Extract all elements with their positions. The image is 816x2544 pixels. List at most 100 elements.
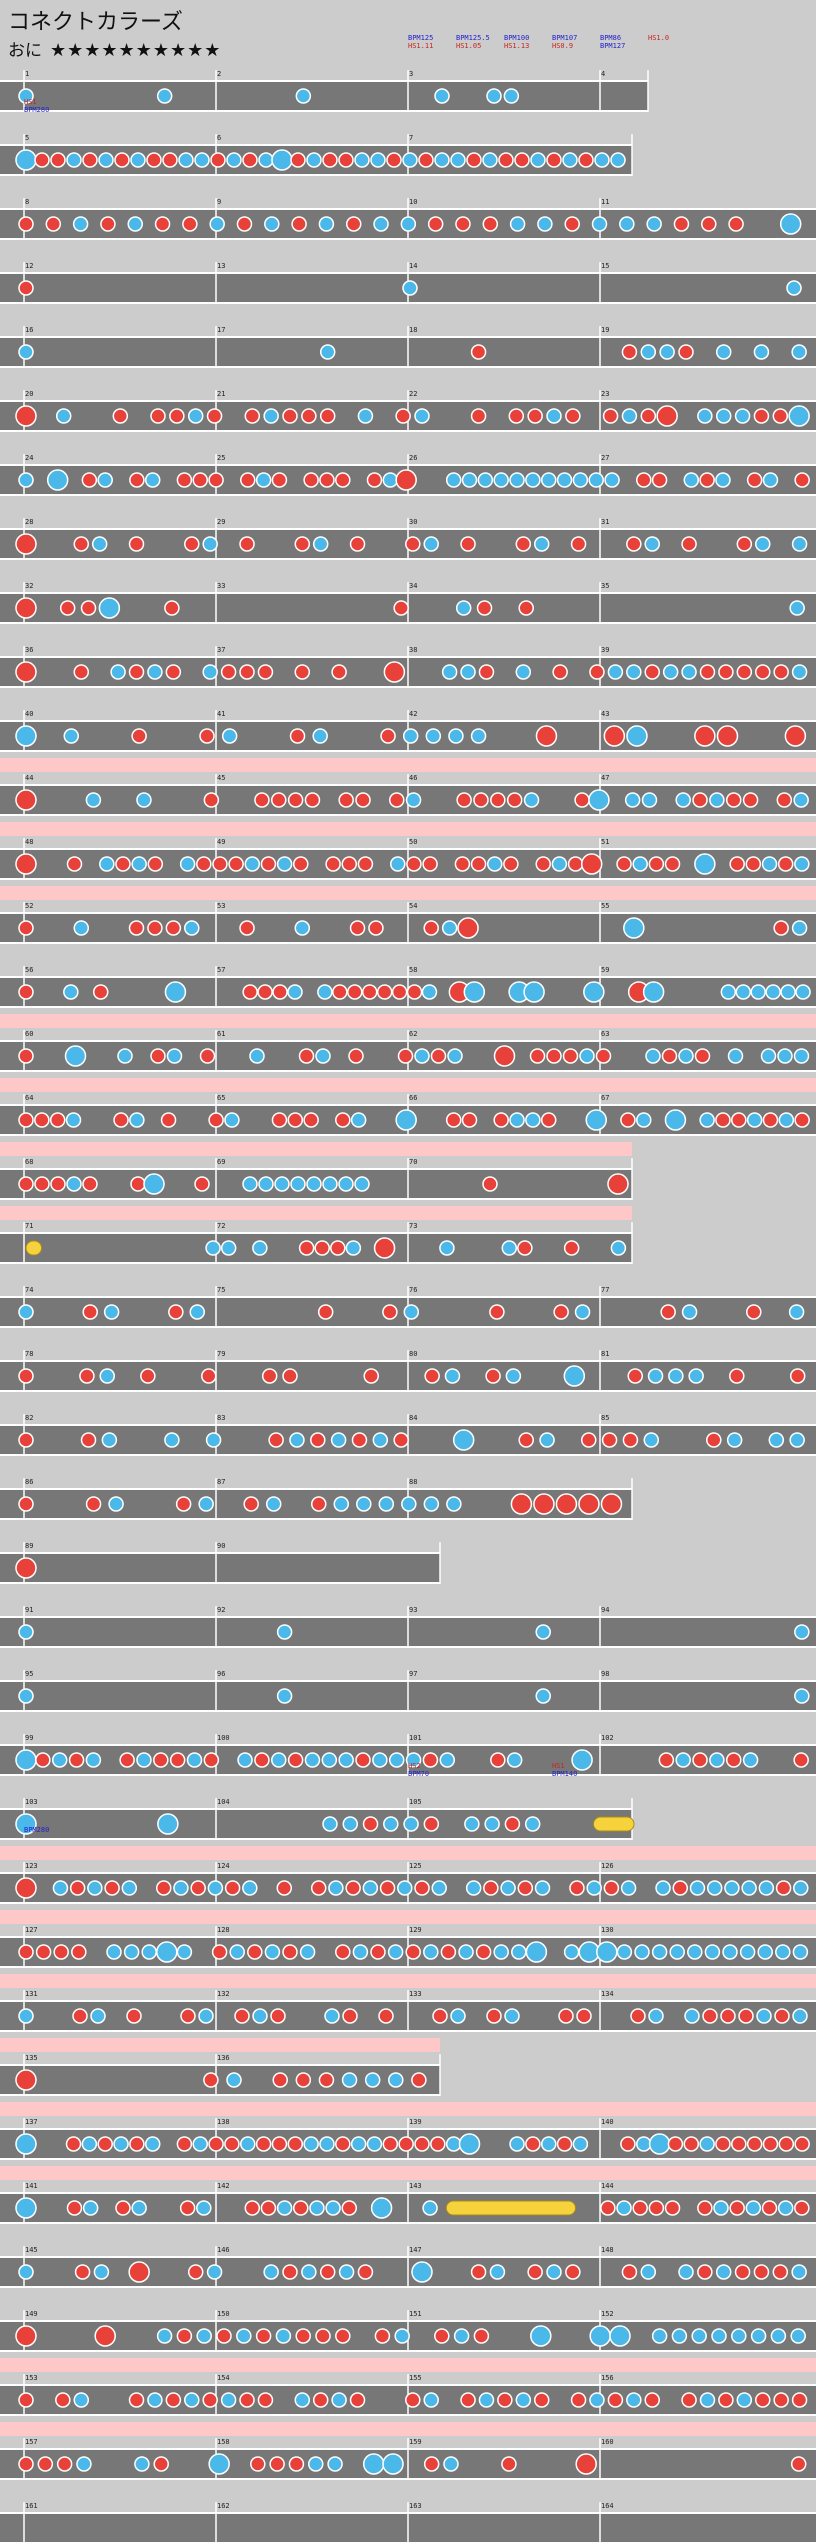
ka-note bbox=[756, 2008, 772, 2024]
bar-number: 56 bbox=[25, 966, 33, 974]
don-note bbox=[301, 408, 317, 424]
ka-note bbox=[123, 1944, 140, 1960]
don-note bbox=[697, 2200, 713, 2216]
ka-note bbox=[793, 792, 809, 808]
ka-note bbox=[501, 1240, 518, 1256]
ka-note bbox=[681, 1304, 698, 1320]
don-note bbox=[580, 853, 603, 875]
don-note bbox=[203, 1752, 220, 1768]
don-note bbox=[81, 472, 98, 488]
ka-note bbox=[366, 2136, 383, 2152]
ka-note bbox=[402, 728, 419, 744]
don-note bbox=[746, 2136, 763, 2152]
don-note bbox=[729, 856, 745, 872]
don-note bbox=[53, 1944, 69, 1960]
don-note bbox=[129, 2136, 145, 2152]
ka-note bbox=[699, 2392, 716, 2408]
bar-number: 78 bbox=[25, 1350, 33, 1358]
ka-note bbox=[642, 981, 665, 1003]
chart-row: 127 128 129 130 bbox=[0, 1910, 816, 1968]
ka-note bbox=[244, 856, 261, 872]
don-note bbox=[430, 1048, 447, 1064]
tempo-marker: BPM280 bbox=[24, 1826, 49, 1834]
ka-note bbox=[793, 1880, 809, 1896]
don-note bbox=[518, 1432, 534, 1448]
don-note bbox=[398, 2136, 414, 2152]
ka-note bbox=[221, 728, 238, 744]
ka-note bbox=[643, 1432, 660, 1448]
don-note bbox=[260, 856, 277, 872]
ka-note bbox=[258, 152, 274, 168]
ka-note bbox=[445, 2136, 462, 2152]
tempo-marker: BPM100 bbox=[504, 34, 529, 42]
ka-note bbox=[616, 1944, 633, 1960]
ka-note bbox=[648, 2133, 671, 2155]
ka-note bbox=[753, 344, 770, 360]
don-note bbox=[80, 1432, 97, 1448]
ka-note bbox=[99, 1368, 115, 1384]
don-note bbox=[746, 472, 763, 488]
don-note bbox=[34, 152, 50, 168]
ka-note bbox=[164, 981, 187, 1003]
ka-note bbox=[689, 1880, 706, 1896]
ka-note bbox=[715, 344, 732, 360]
bar-number: 89 bbox=[25, 1542, 33, 1550]
ka-note bbox=[15, 725, 37, 747]
don-note bbox=[374, 2328, 391, 2344]
ka-note bbox=[224, 1112, 240, 1128]
don-note bbox=[65, 2136, 82, 2152]
ka-note bbox=[338, 1176, 354, 1192]
ka-note bbox=[675, 1752, 691, 1768]
ka-note bbox=[786, 280, 802, 296]
don-note bbox=[640, 408, 657, 424]
ka-note bbox=[106, 1944, 122, 1960]
bar-number: 92 bbox=[217, 1606, 225, 1614]
don-note bbox=[570, 536, 587, 552]
drumroll-note bbox=[25, 1240, 43, 1256]
don-note bbox=[298, 1240, 315, 1256]
don-note bbox=[282, 2264, 298, 2280]
ka-note bbox=[198, 1496, 214, 1512]
bar-number: 35 bbox=[601, 582, 609, 590]
don-note bbox=[578, 152, 594, 168]
don-note bbox=[570, 2392, 587, 2408]
ka-note bbox=[18, 1624, 34, 1640]
don-note bbox=[287, 1752, 304, 1768]
ka-note bbox=[362, 2453, 385, 2475]
bar-number: 40 bbox=[25, 710, 33, 718]
ka-note bbox=[659, 344, 675, 360]
ka-note bbox=[405, 792, 422, 808]
don-note bbox=[97, 2136, 113, 2152]
ka-note bbox=[588, 789, 610, 811]
ka-note bbox=[795, 984, 811, 1000]
don-note bbox=[718, 2392, 734, 2408]
ka-note bbox=[563, 1944, 580, 1960]
bar-number: 137 bbox=[25, 2118, 38, 2126]
don-note bbox=[567, 856, 584, 872]
don-note bbox=[203, 792, 220, 808]
don-note bbox=[621, 2264, 638, 2280]
ka-note bbox=[668, 1368, 684, 1384]
don-note bbox=[150, 1048, 166, 1064]
ka-note bbox=[434, 88, 450, 104]
ka-note bbox=[461, 472, 478, 488]
ka-note bbox=[713, 2200, 729, 2216]
ka-note bbox=[303, 2136, 319, 2152]
don-note bbox=[742, 792, 759, 808]
bar-number: 157 bbox=[25, 2438, 38, 2446]
ka-note bbox=[579, 1048, 595, 1064]
don-note bbox=[595, 1048, 612, 1064]
bar-number: 27 bbox=[601, 454, 609, 462]
ka-note bbox=[382, 2453, 404, 2475]
bar-number: 155 bbox=[409, 2374, 422, 2382]
don-note bbox=[473, 2328, 490, 2344]
ka-note bbox=[354, 152, 370, 168]
lane-edge-top bbox=[0, 1552, 440, 1554]
don-note bbox=[290, 152, 306, 168]
don-note bbox=[147, 920, 163, 936]
bar-number: 101 bbox=[409, 1734, 422, 1742]
don-note bbox=[778, 2136, 795, 2152]
ka-note bbox=[196, 2200, 212, 2216]
don-note bbox=[211, 1944, 228, 1960]
don-note bbox=[331, 664, 347, 680]
